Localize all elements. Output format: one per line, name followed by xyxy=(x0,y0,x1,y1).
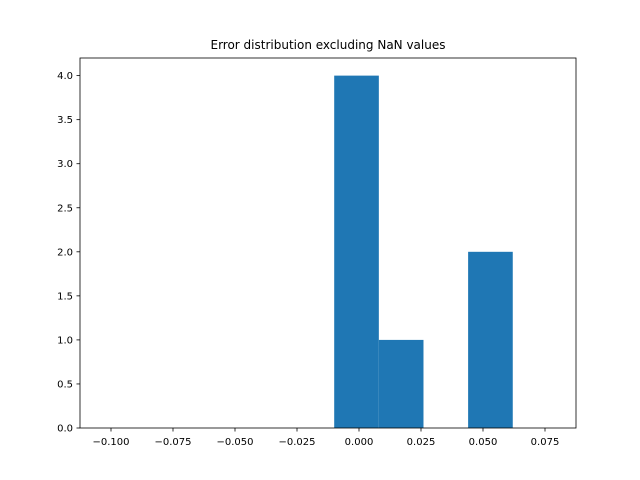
histogram-bar xyxy=(334,75,379,429)
x-tick-label: −0.075 xyxy=(154,437,191,448)
x-tick-label: −0.025 xyxy=(278,437,315,448)
y-tick-label: 3.5 xyxy=(57,115,73,126)
chart-title: Error distribution excluding NaN values xyxy=(210,38,445,52)
plot-frame xyxy=(79,57,577,429)
histogram-bar xyxy=(468,251,513,428)
y-tick-label: 3.0 xyxy=(57,159,73,170)
x-axis: −0.100 −0.075 −0.050 −0.025 0.000 0.025 0.050 0… xyxy=(92,428,559,448)
y-axis: 0.0 0.5 1.0 1.5 2.0 2.5 3.0 3.5 4.0 xyxy=(57,71,80,435)
x-tick-label: 0.075 xyxy=(531,437,560,448)
x-tick-label: 0.000 xyxy=(345,437,374,448)
bars-group xyxy=(334,75,513,429)
y-tick-label: 1.5 xyxy=(57,291,73,302)
x-tick-label: 0.025 xyxy=(407,437,436,448)
y-tick-label: 0.0 xyxy=(57,424,73,435)
y-tick-label: 0.5 xyxy=(57,379,73,390)
histogram-bar xyxy=(378,339,424,428)
y-tick-label: 4.0 xyxy=(57,71,73,82)
y-tick-label: 2.0 xyxy=(57,247,73,258)
x-tick-label: −0.050 xyxy=(216,437,253,448)
y-tick-label: 2.5 xyxy=(57,203,73,214)
x-tick-label: 0.050 xyxy=(469,437,498,448)
y-tick-label: 1.0 xyxy=(57,335,73,346)
x-tick-label: −0.100 xyxy=(92,437,129,448)
